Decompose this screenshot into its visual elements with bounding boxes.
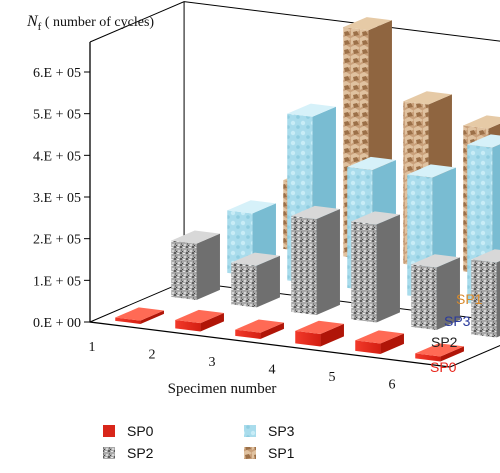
x-tick-label: 6 xyxy=(389,378,396,393)
bar-sp0-4 xyxy=(295,320,344,347)
bar-front xyxy=(235,329,261,339)
labels-layer: 0.E + 00 1.E + 05 2.E + 05 3.E + 05 4.E + 05… xyxy=(26,13,483,397)
bar-top xyxy=(115,307,164,321)
legend-label-sp2: SP2 xyxy=(127,445,154,461)
floor-right-edge xyxy=(449,345,500,368)
bar-sp0-1 xyxy=(115,307,164,324)
bar-side xyxy=(320,323,344,347)
legend-swatch-sp1 xyxy=(244,447,256,459)
legend-label-sp0: SP0 xyxy=(127,423,154,439)
x-tick-label: 2 xyxy=(149,348,156,363)
legend-label-sp3: SP3 xyxy=(268,423,295,439)
bar-top xyxy=(291,205,340,220)
bar-top xyxy=(171,230,220,244)
row-label-sp1: SP1 xyxy=(456,291,483,307)
bar-sp2-6 xyxy=(471,249,500,338)
legend-swatch-sp2 xyxy=(103,447,115,459)
bar-front xyxy=(171,240,197,300)
bar-top xyxy=(407,164,456,178)
bar-top xyxy=(415,343,464,357)
bar-front xyxy=(295,330,321,347)
bar-sp2-1 xyxy=(171,230,220,300)
back-edge-left xyxy=(89,1,185,323)
bar-top xyxy=(295,320,344,334)
y-axis-rest: ( number of cycles) xyxy=(41,15,154,30)
bar-top xyxy=(351,211,400,225)
bar-top xyxy=(175,309,224,324)
bar-side xyxy=(260,322,284,339)
legend: SP0 SP2 SP3 SP1 xyxy=(103,423,295,461)
bar-side xyxy=(440,346,464,362)
bar-front xyxy=(415,353,441,362)
bar-top xyxy=(231,252,280,266)
bar-top xyxy=(411,254,460,268)
y-tick-label: 1.E + 05 xyxy=(33,274,81,289)
x-tick-label: 1 xyxy=(89,340,96,355)
bar-front xyxy=(231,262,257,308)
bar-front xyxy=(471,259,497,338)
y-tick-label: 3.E + 05 xyxy=(33,191,81,206)
bar-sp2-2 xyxy=(231,252,280,308)
y-axis-subscript: f xyxy=(38,21,42,33)
y-axis-symbol: N xyxy=(26,13,39,30)
row-label-sp3: SP3 xyxy=(444,313,471,329)
bar-side xyxy=(200,313,224,332)
x-axis-label: Specimen number xyxy=(168,381,277,397)
bar-side xyxy=(256,255,280,308)
back-edge-top xyxy=(89,1,500,43)
bar-front xyxy=(411,264,437,330)
bar-sp2-4 xyxy=(351,211,400,323)
y-tick-label: 0.E + 00 xyxy=(33,316,81,331)
bar-sp0-5 xyxy=(355,330,404,354)
x-tick-label: 5 xyxy=(329,370,336,385)
bar-front xyxy=(355,340,381,354)
y-axis-label: Nf ( number of cycles) xyxy=(26,13,154,33)
bar-top xyxy=(467,134,500,148)
y-tick-label: 4.E + 05 xyxy=(33,149,81,164)
legend-swatch-sp3 xyxy=(244,425,256,437)
bar-top xyxy=(227,200,276,214)
bar-side xyxy=(316,209,340,315)
bar-front xyxy=(115,317,141,324)
row-label-sp2: SP2 xyxy=(431,334,458,350)
bar-sp0-6 xyxy=(415,343,464,362)
bar-top xyxy=(287,103,336,117)
bar-side xyxy=(380,333,404,354)
bar-top xyxy=(235,319,284,333)
bar-sp2-3 xyxy=(291,205,340,315)
bar-side xyxy=(436,257,460,330)
y-tick-label: 6.E + 05 xyxy=(33,66,81,81)
bar-side xyxy=(140,310,164,324)
bar-top xyxy=(471,249,500,263)
bar-side xyxy=(376,214,400,323)
x-tick-label: 4 xyxy=(269,363,276,378)
bar-side xyxy=(196,233,220,300)
bar-top xyxy=(463,115,500,129)
bar-top xyxy=(343,17,392,31)
legend-swatch-sp0 xyxy=(103,425,115,437)
y-tick-label: 5.E + 05 xyxy=(33,108,81,123)
bar-front xyxy=(175,319,201,332)
bar-front xyxy=(351,221,377,323)
bar-front xyxy=(291,215,317,315)
row-label-sp0: SP0 xyxy=(430,359,457,375)
bar-side xyxy=(496,260,500,338)
bar-top xyxy=(403,91,452,105)
bars-layer xyxy=(115,17,500,362)
legend-label-sp1: SP1 xyxy=(268,445,295,461)
bar-sp2-5 xyxy=(411,254,460,330)
bar-top xyxy=(347,156,396,171)
bar-sp0-3 xyxy=(235,319,284,339)
bar-sp0-2 xyxy=(175,309,224,332)
x-tick-label: 3 xyxy=(209,355,216,370)
y-tick-label: 2.E + 05 xyxy=(33,233,81,248)
bar-top xyxy=(355,330,404,344)
